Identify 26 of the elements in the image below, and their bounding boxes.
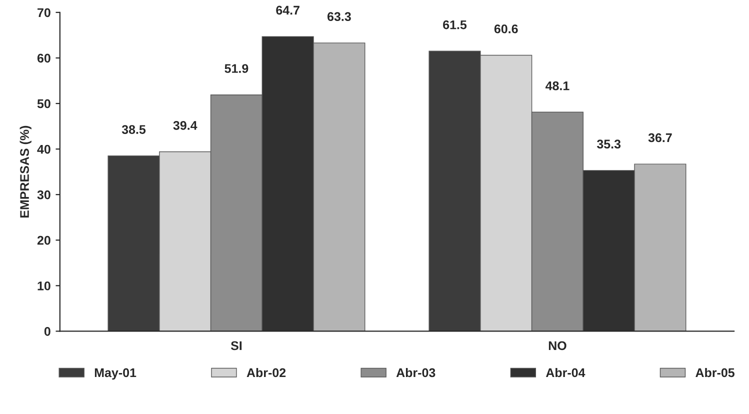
- data-label: 60.6: [494, 24, 518, 34]
- data-label: 35.3: [596, 140, 621, 149]
- data-label: 61.5: [443, 20, 467, 30]
- data-label: 64.7: [276, 6, 300, 15]
- y-tick-label: 60: [37, 54, 50, 63]
- data-label: 48.1: [545, 81, 570, 90]
- legend-label: May-01: [94, 368, 136, 380]
- x-tick-label: NO: [548, 341, 566, 350]
- legend-label: Abr-02: [246, 368, 286, 378]
- legend-label: Abr-04: [546, 368, 586, 378]
- y-tick-label: 20: [37, 236, 50, 245]
- y-tick-label: 10: [38, 281, 50, 290]
- data-label: 51.9: [224, 64, 248, 73]
- y-axis-title: EMPRESAS (%): [20, 126, 32, 218]
- data-label: 38.5: [122, 125, 146, 134]
- data-label: 36.7: [648, 133, 672, 142]
- x-tick-label: SI: [230, 341, 242, 350]
- y-tick-label: 50: [37, 99, 50, 108]
- y-tick-label: 70: [38, 8, 50, 18]
- data-label: 63.3: [327, 12, 351, 22]
- y-tick-label: 40: [37, 144, 50, 154]
- legend-label: Abr-05: [696, 368, 734, 378]
- y-tick-label: 30: [37, 190, 50, 200]
- data-label: 39.4: [173, 121, 198, 130]
- y-tick-label: 0: [44, 327, 50, 336]
- legend-label: Abr-03: [396, 368, 436, 378]
